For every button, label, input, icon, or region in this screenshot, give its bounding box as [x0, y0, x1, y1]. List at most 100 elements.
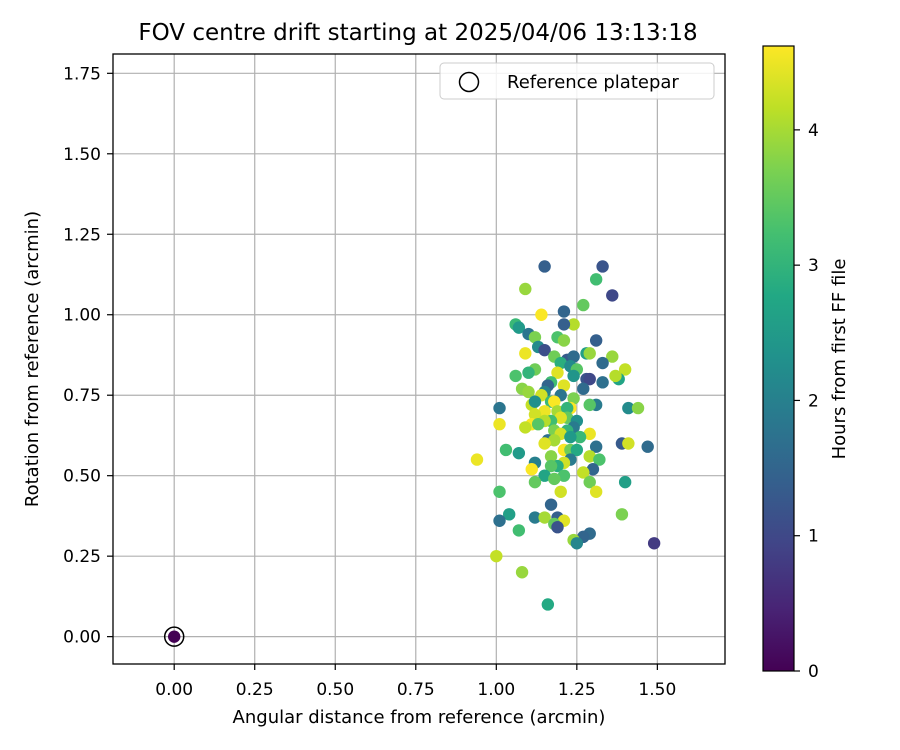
x-tick-label: 1.25: [558, 680, 596, 700]
data-point: [557, 318, 571, 331]
data-point: [647, 537, 661, 550]
data-point: [528, 331, 542, 344]
x-tick-label: 0.75: [397, 680, 435, 700]
data-point: [528, 395, 542, 408]
colorbar-tick-label: 0: [808, 662, 819, 682]
data-point: [583, 427, 596, 441]
data-point: [554, 411, 567, 424]
data-point: [583, 475, 596, 489]
legend-label: Reference platepar: [507, 72, 679, 93]
data-point: [631, 401, 645, 415]
data-point: [515, 566, 529, 579]
data-point: [596, 356, 609, 370]
colorbar-ticks: 0 1 2 3 4: [794, 121, 819, 682]
data-point: [470, 453, 484, 466]
x-tick-label: 1.00: [477, 680, 515, 700]
data-point: [522, 385, 535, 399]
data-point: [493, 401, 506, 415]
data-point: [538, 511, 551, 524]
x-tick-label: 0.00: [155, 680, 193, 700]
data-point: [615, 508, 629, 521]
data-point: [538, 469, 551, 482]
data-point: [544, 450, 558, 463]
data-point: [622, 437, 635, 450]
data-point: [589, 273, 603, 286]
legend-marker: [458, 71, 480, 93]
data-point: [528, 408, 542, 421]
x-tick-label: 1.50: [638, 680, 676, 700]
data-point: [586, 463, 600, 476]
data-point: [609, 369, 622, 383]
reference-marker: [163, 626, 185, 647]
data-point: [583, 450, 596, 463]
data-point: [528, 511, 542, 524]
y-tick-label: 1.50: [63, 145, 101, 165]
x-ticks: 0.00 0.25 0.50 0.75 1.00 1.25 1.50: [155, 664, 676, 700]
legend: Reference platepar: [439, 62, 715, 100]
y-tick-label: 1.00: [63, 306, 101, 326]
data-point: [589, 485, 603, 498]
data-point: [512, 524, 526, 537]
data-point: [493, 514, 506, 527]
data-point: [570, 537, 584, 550]
y-tick-label: 1.25: [63, 225, 101, 245]
data-point: [538, 405, 551, 418]
data-point: [593, 453, 606, 466]
data-point: [541, 598, 555, 611]
data-point: [557, 305, 571, 318]
data-point: [567, 392, 580, 405]
colorbar-gradient: [762, 45, 795, 672]
data-point: [548, 472, 561, 486]
data-point: [548, 434, 561, 447]
data-point: [577, 298, 590, 312]
y-tick-label: 0.00: [63, 628, 101, 648]
plot-frame: [112, 53, 726, 665]
data-point: [557, 379, 571, 392]
data-point: [560, 401, 574, 415]
data-point: [567, 350, 580, 363]
y-tick-label: 0.25: [63, 547, 101, 567]
data-point: [531, 417, 545, 431]
legend-box: [439, 62, 715, 100]
data-point: [567, 318, 580, 331]
data-point: [618, 475, 632, 489]
data-point: [544, 498, 558, 511]
data-point: [538, 343, 551, 357]
x-tick-label: 0.25: [236, 680, 274, 700]
data-point: [606, 289, 619, 302]
chart-title: FOV centre drift starting at 2025/04/06 …: [138, 20, 697, 46]
reference-point: [168, 630, 181, 643]
data-point: [618, 363, 632, 376]
data-point: [557, 469, 571, 482]
data-point: [493, 485, 506, 498]
data-point: [525, 463, 538, 476]
data-point: [589, 440, 603, 453]
data-point: [535, 308, 548, 321]
colorbar: 0 1 2 3 4 Hours from first FF file: [762, 45, 850, 682]
data-point: [490, 549, 503, 563]
data-point: [583, 347, 596, 360]
data-point: [522, 366, 535, 379]
data-point: [725, 434, 737, 446]
data-point: [499, 443, 513, 457]
data-point: [573, 430, 587, 444]
colorbar-tick-label: 4: [808, 121, 819, 141]
data-point: [544, 459, 558, 473]
data-point: [641, 440, 654, 453]
data-point: [577, 466, 590, 479]
data-point: [622, 401, 635, 415]
data-point: [512, 321, 526, 334]
scatter-points: [470, 260, 737, 611]
colorbar-tick-label: 3: [808, 256, 819, 276]
data-point: [519, 421, 532, 434]
data-point: [583, 372, 596, 386]
y-tick-label: 0.50: [63, 467, 101, 487]
data-point: [567, 369, 580, 383]
y-tick-label: 1.75: [63, 64, 101, 84]
data-point: [548, 395, 561, 408]
data-point: [528, 475, 542, 489]
data-point: [538, 260, 551, 273]
y-ticks: 0.00 0.25 0.50 0.75 1.00 1.25 1.50 1.75: [63, 64, 113, 648]
x-tick-label: 0.50: [316, 680, 354, 700]
data-point: [589, 334, 603, 347]
